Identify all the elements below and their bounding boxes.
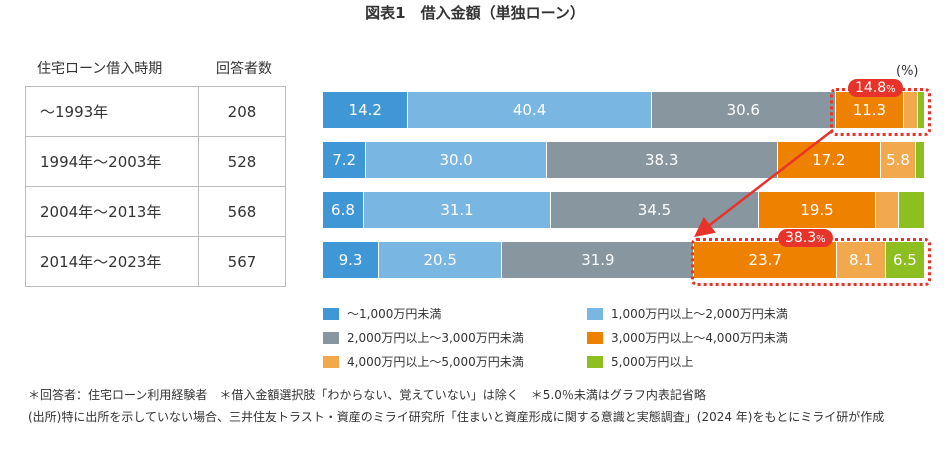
legend-swatch [323,307,339,320]
period-cell: 〜1993年 [25,86,199,137]
source-note: (出所)特に出所を示していない場合、三井住友トラスト・資産のミライ研究所「住まい… [28,410,885,424]
data-label: 31.1 [440,201,474,219]
count-cell: 567 [198,236,286,287]
bar-segment: 14.2 [323,92,409,128]
table-row: 〜1993年 208 [25,86,286,137]
table-row: 2004年〜2013年 568 [25,186,286,237]
data-label: 6.8 [331,201,355,219]
legend-label: 5,000万円以上 [611,355,694,369]
bar-segment: 5.8 [881,142,916,178]
bar-segment: 6.5 [885,242,925,278]
count-cell: 208 [198,86,286,137]
legend-label: 4,000万円以上〜5,000万円未満 [347,355,524,369]
data-label: 40.4 [512,101,547,119]
bar-segment [876,192,899,228]
count-cell: 528 [198,136,286,187]
legend-item: 3,000万円以上〜4,000万円未満 [587,329,788,346]
data-label: 9.3 [338,251,363,269]
bar-segment: 11.3 [835,92,904,128]
data-label: 14.2 [348,101,382,119]
bar-segment: 8.1 [837,242,886,278]
legend-item: 1,000万円以上〜2,000万円未満 [587,305,788,322]
legend-label: 〜1,000万円未満 [347,307,442,321]
bar-segment [898,192,925,228]
table-row: 1994年〜2003年 528 [25,136,286,187]
header-respondents: 回答者数 [216,61,272,77]
bar-segment: 7.2 [323,142,367,178]
legend-label: 2,000万円以上〜3,000万円未満 [347,331,524,345]
bar-segment: 30.6 [651,92,836,128]
respondent-table: 〜1993年 208 1994年〜2003年 528 2004年〜2013年 568 … [25,86,286,287]
legend-swatch [323,331,339,344]
data-label: 17.2 [812,151,846,169]
data-label: 30.0 [439,151,473,169]
legend-swatch [587,355,603,368]
data-label: 5.8 [886,151,910,169]
data-label: 19.5 [800,201,834,219]
data-label: 34.5 [637,201,672,219]
bar-segment: 31.1 [363,192,552,228]
bar-segment [917,92,925,128]
legend-item: 5,000万円以上 [587,353,693,370]
period-cell: 2014年〜2023年 [25,236,199,287]
data-label: 6.5 [892,251,917,269]
bar-segment: 19.5 [758,192,877,228]
bar-segment [915,142,925,178]
data-label: 30.6 [726,101,760,119]
legend-swatch [587,307,603,320]
bar-segment: 6.8 [323,192,364,228]
bar-segment: 34.5 [551,192,759,228]
bar-segment: 23.7 [694,242,838,278]
bar-segment: 38.3 [546,142,778,178]
chart-title: 図表1 借入金額（単独ローン） [365,4,585,22]
data-label: 8.1 [849,251,873,269]
data-label: 38.3 [645,151,679,169]
data-label: 31.9 [581,251,615,269]
legend-label: 1,000万円以上〜2,000万円未満 [611,307,788,321]
bar-segment: 31.9 [502,242,695,278]
bar-segment: 40.4 [408,92,652,128]
bar-segment [903,92,918,128]
unit-label: (%) [896,64,919,79]
legend-swatch [587,331,603,344]
data-label: 11.3 [852,101,887,119]
legend-label: 3,000万円以上〜4,000万円未満 [611,331,788,345]
count-cell: 568 [198,186,286,237]
data-label: 23.7 [748,251,782,269]
bar-segment: 9.3 [323,242,379,278]
annotation-badge: 38.3% [778,229,833,247]
legend-item: 4,000万円以上〜5,000万円未満 [323,353,524,370]
data-label: 7.2 [332,151,357,169]
table-row: 2014年〜2023年 567 [25,236,286,287]
footnote: ＊回答者：住宅ローン利用経験者 ＊借入金額選択肢「わからない、覚えていない」は除… [28,388,706,402]
annotation-badge: 14.8% [848,79,903,97]
data-label: 20.5 [423,251,457,269]
legend-swatch [323,355,339,368]
header-period: 住宅ローン借入時期 [37,61,163,77]
bar-segment: 20.5 [378,242,503,278]
legend-item: 2,000万円以上〜3,000万円未満 [323,329,524,346]
period-cell: 2004年〜2013年 [25,186,199,237]
bar-segment: 30.0 [366,142,547,178]
legend-item: 〜1,000万円未満 [323,305,441,322]
